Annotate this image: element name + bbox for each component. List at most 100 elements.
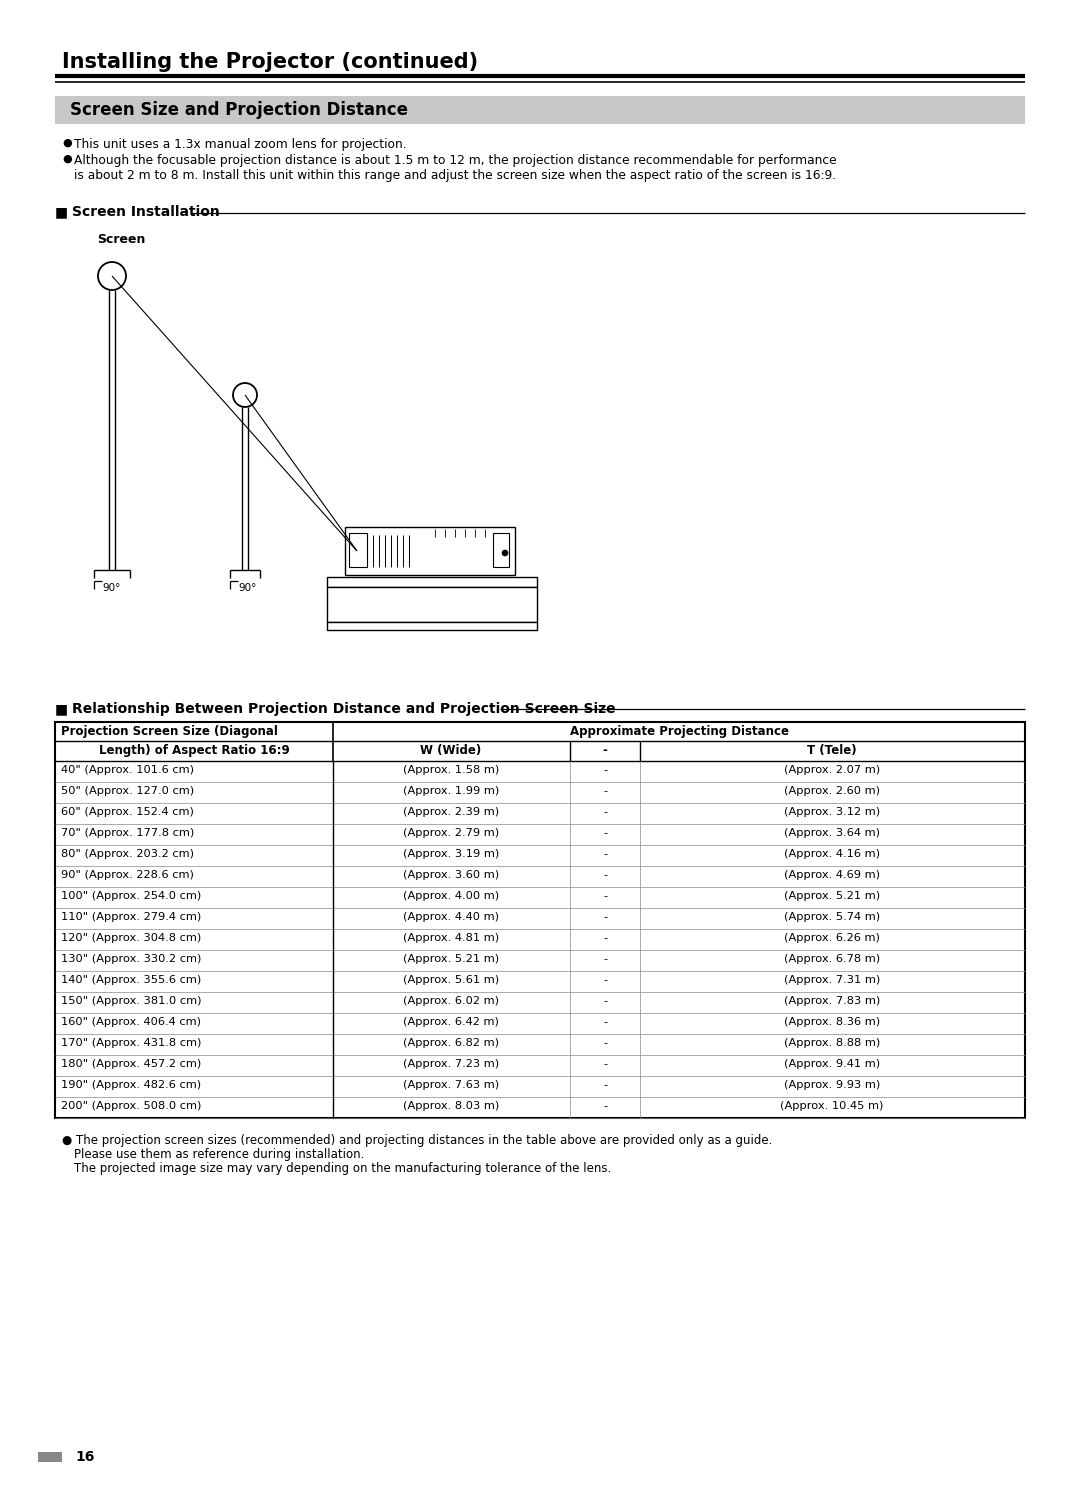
- Text: (Approx. 7.31 m): (Approx. 7.31 m): [784, 976, 880, 985]
- Text: -: -: [603, 1038, 607, 1048]
- Text: Although the focusable projection distance is about 1.5 m to 12 m, the projectio: Although the focusable projection distan…: [75, 154, 837, 166]
- Text: 130" (Approx. 330.2 cm): 130" (Approx. 330.2 cm): [60, 953, 201, 964]
- Text: 140" (Approx. 355.6 cm): 140" (Approx. 355.6 cm): [60, 976, 201, 985]
- Text: -: -: [603, 1080, 607, 1090]
- Text: (Approx. 8.03 m): (Approx. 8.03 m): [403, 1100, 499, 1111]
- Text: (Approx. 3.60 m): (Approx. 3.60 m): [403, 870, 499, 881]
- Bar: [492, 533, 509, 567]
- Text: (Approx. 9.93 m): (Approx. 9.93 m): [784, 1080, 880, 1090]
- Text: ■: ■: [55, 702, 68, 716]
- Text: 60" (Approx. 152.4 cm): 60" (Approx. 152.4 cm): [60, 806, 194, 817]
- Text: 180" (Approx. 457.2 cm): 180" (Approx. 457.2 cm): [60, 1059, 201, 1069]
- Text: 90" (Approx. 228.6 cm): 90" (Approx. 228.6 cm): [60, 870, 194, 881]
- Text: (Approx. 7.63 m): (Approx. 7.63 m): [403, 1080, 499, 1090]
- Text: The projected image size may vary depending on the manufacturing tolerance of th: The projected image size may vary depend…: [75, 1161, 611, 1175]
- Text: Please use them as reference during installation.: Please use them as reference during inst…: [75, 1148, 364, 1161]
- Text: (Approx. 6.42 m): (Approx. 6.42 m): [403, 1017, 499, 1028]
- Text: 110" (Approx. 279.4 cm): 110" (Approx. 279.4 cm): [60, 912, 201, 922]
- Text: 50" (Approx. 127.0 cm): 50" (Approx. 127.0 cm): [60, 786, 194, 796]
- Text: 90°: 90°: [102, 584, 120, 593]
- Text: -: -: [603, 933, 607, 943]
- Text: (Approx. 6.82 m): (Approx. 6.82 m): [403, 1038, 499, 1048]
- Text: 150" (Approx. 381.0 cm): 150" (Approx. 381.0 cm): [60, 996, 202, 1005]
- Bar: [327, 578, 537, 587]
- Text: ■: ■: [55, 205, 68, 218]
- Text: (Approx. 2.39 m): (Approx. 2.39 m): [403, 806, 499, 817]
- Text: 200" (Approx. 508.0 cm): 200" (Approx. 508.0 cm): [60, 1100, 201, 1111]
- Text: (Approx. 7.83 m): (Approx. 7.83 m): [784, 996, 880, 1005]
- Text: 190" (Approx. 482.6 cm): 190" (Approx. 482.6 cm): [60, 1080, 201, 1090]
- Text: is about 2 m to 8 m. Install this unit within this range and adjust the screen s: is about 2 m to 8 m. Install this unit w…: [75, 169, 836, 183]
- Text: 40" (Approx. 101.6 cm): 40" (Approx. 101.6 cm): [60, 765, 194, 775]
- Text: 80" (Approx. 203.2 cm): 80" (Approx. 203.2 cm): [60, 849, 194, 858]
- Text: -: -: [603, 870, 607, 881]
- Text: Screen: Screen: [97, 233, 146, 247]
- Text: W (Wide): W (Wide): [420, 744, 482, 757]
- Text: (Approx. 6.78 m): (Approx. 6.78 m): [784, 953, 880, 964]
- Bar: [349, 533, 367, 567]
- Bar: [55, 722, 1025, 1118]
- Text: (Approx. 8.88 m): (Approx. 8.88 m): [784, 1038, 880, 1048]
- Text: (Approx. 5.21 m): (Approx. 5.21 m): [784, 891, 880, 901]
- Text: Installing the Projector (continued): Installing the Projector (continued): [62, 52, 478, 71]
- Text: ● The projection screen sizes (recommended) and projecting distances in the tabl: ● The projection screen sizes (recommend…: [62, 1135, 772, 1146]
- Bar: [38, 1452, 62, 1463]
- Text: ●: ●: [62, 154, 71, 163]
- Text: -: -: [603, 744, 607, 757]
- Text: -: -: [603, 996, 607, 1005]
- Text: Approximate Projecting Distance: Approximate Projecting Distance: [569, 725, 788, 738]
- Text: (Approx. 8.36 m): (Approx. 8.36 m): [784, 1017, 880, 1028]
- Text: 100" (Approx. 254.0 cm): 100" (Approx. 254.0 cm): [60, 891, 201, 901]
- Text: T (Tele): T (Tele): [807, 744, 856, 757]
- Text: (Approx. 6.26 m): (Approx. 6.26 m): [784, 933, 880, 943]
- Text: -: -: [603, 1017, 607, 1028]
- Text: This unit uses a 1.3x manual zoom lens for projection.: This unit uses a 1.3x manual zoom lens f…: [75, 138, 407, 151]
- Text: Projection Screen Size (Diagonal: Projection Screen Size (Diagonal: [60, 725, 278, 738]
- Text: (Approx. 2.60 m): (Approx. 2.60 m): [784, 786, 880, 796]
- Text: (Approx. 6.02 m): (Approx. 6.02 m): [403, 996, 499, 1005]
- Text: (Approx. 2.07 m): (Approx. 2.07 m): [784, 765, 880, 775]
- Text: 120" (Approx. 304.8 cm): 120" (Approx. 304.8 cm): [60, 933, 201, 943]
- Text: -: -: [603, 1100, 607, 1111]
- Text: (Approx. 1.99 m): (Approx. 1.99 m): [403, 786, 499, 796]
- Text: ●: ●: [62, 138, 71, 148]
- Text: 170" (Approx. 431.8 cm): 170" (Approx. 431.8 cm): [60, 1038, 201, 1048]
- Text: -: -: [603, 849, 607, 858]
- Bar: [55, 97, 1025, 125]
- Text: Screen Size and Projection Distance: Screen Size and Projection Distance: [70, 101, 408, 119]
- Text: (Approx. 3.64 m): (Approx. 3.64 m): [784, 829, 880, 838]
- Bar: [345, 527, 515, 575]
- Text: (Approx. 10.45 m): (Approx. 10.45 m): [781, 1100, 883, 1111]
- Text: (Approx. 4.40 m): (Approx. 4.40 m): [403, 912, 499, 922]
- Text: (Approx. 7.23 m): (Approx. 7.23 m): [403, 1059, 499, 1069]
- Text: -: -: [603, 786, 607, 796]
- Text: 16: 16: [75, 1449, 94, 1464]
- Text: -: -: [603, 1059, 607, 1069]
- Text: Relationship Between Projection Distance and Projection Screen Size: Relationship Between Projection Distance…: [72, 702, 616, 716]
- Text: (Approx. 4.81 m): (Approx. 4.81 m): [403, 933, 499, 943]
- Text: -: -: [603, 829, 607, 838]
- Text: (Approx. 5.74 m): (Approx. 5.74 m): [784, 912, 880, 922]
- Text: -: -: [603, 891, 607, 901]
- Text: (Approx. 9.41 m): (Approx. 9.41 m): [784, 1059, 880, 1069]
- Bar: [327, 587, 537, 622]
- Text: (Approx. 5.61 m): (Approx. 5.61 m): [403, 976, 499, 985]
- Text: -: -: [603, 953, 607, 964]
- Text: -: -: [603, 765, 607, 775]
- Bar: [327, 622, 537, 630]
- Text: -: -: [603, 806, 607, 817]
- Text: (Approx. 5.21 m): (Approx. 5.21 m): [403, 953, 499, 964]
- Text: (Approx. 3.19 m): (Approx. 3.19 m): [403, 849, 499, 858]
- Text: 90°: 90°: [238, 584, 256, 593]
- Text: -: -: [603, 976, 607, 985]
- Text: (Approx. 4.16 m): (Approx. 4.16 m): [784, 849, 880, 858]
- Text: (Approx. 4.69 m): (Approx. 4.69 m): [784, 870, 880, 881]
- Text: (Approx. 1.58 m): (Approx. 1.58 m): [403, 765, 499, 775]
- Text: -: -: [603, 912, 607, 922]
- Text: Length) of Aspect Ratio 16:9: Length) of Aspect Ratio 16:9: [98, 744, 289, 757]
- Text: (Approx. 4.00 m): (Approx. 4.00 m): [403, 891, 499, 901]
- Circle shape: [502, 549, 508, 555]
- Text: 70" (Approx. 177.8 cm): 70" (Approx. 177.8 cm): [60, 829, 194, 838]
- Text: (Approx. 3.12 m): (Approx. 3.12 m): [784, 806, 880, 817]
- Text: 160" (Approx. 406.4 cm): 160" (Approx. 406.4 cm): [60, 1017, 201, 1028]
